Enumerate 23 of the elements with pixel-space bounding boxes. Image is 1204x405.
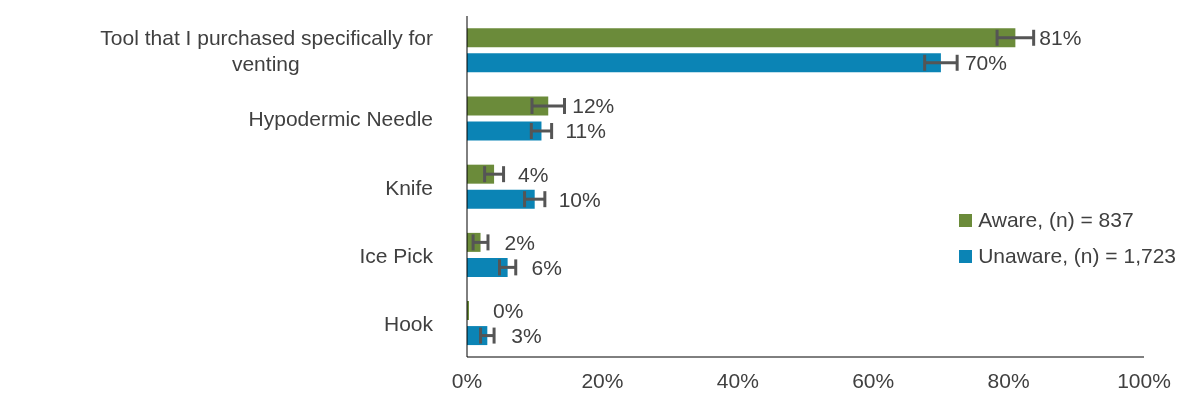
legend-label: Aware, (n) = 837 [978, 208, 1134, 232]
y-tick-label: Hypodermic Needle [248, 106, 433, 130]
x-tick-label: 80% [987, 368, 1030, 392]
data-label: 6% [531, 255, 562, 279]
data-label: 10% [558, 187, 601, 211]
y-tick-label: Hook [383, 311, 434, 335]
data-label: 12% [572, 94, 615, 118]
x-tick-label: 40% [716, 368, 759, 392]
x-tick-label: 20% [581, 368, 624, 392]
y-tick-label: Knife [385, 175, 433, 198]
x-tick-label: 100% [1117, 368, 1171, 392]
x-tick-label: 60% [852, 368, 895, 392]
legend-label: Unaware, (n) = 1,723 [978, 244, 1176, 268]
data-label: 11% [565, 119, 606, 143]
data-label: 2% [504, 230, 535, 254]
y-tick-label: Tool that I purchased specifically for venting [100, 25, 433, 75]
data-label: 0% [493, 299, 524, 323]
y-tick-label: Ice Pick [359, 243, 434, 267]
data-label: 4% [518, 162, 549, 186]
data-label: 81% [1039, 26, 1082, 50]
data-label: 70% [964, 51, 1007, 75]
data-label: 3% [511, 324, 542, 348]
x-tick-label: 0% [451, 368, 483, 392]
